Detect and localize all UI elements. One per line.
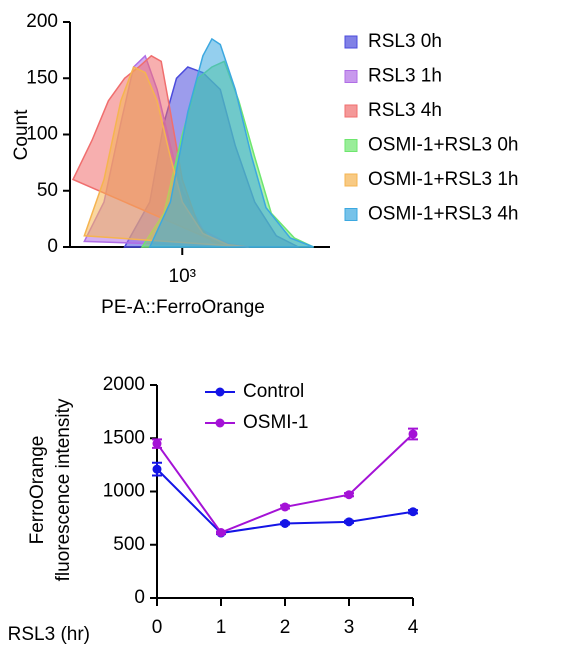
x-tick-label: 2 <box>280 617 291 638</box>
data-point <box>408 429 418 439</box>
legend-label: RSL3 4h <box>368 100 442 121</box>
x-axis-label: PE-A::FerroOrange <box>101 297 265 318</box>
x-tick-label: 1 <box>216 617 227 638</box>
legend-swatch <box>344 70 358 83</box>
y-tick-label: 200 <box>26 11 58 32</box>
x-axis-label: RSL3 (hr) <box>8 624 90 645</box>
legend-marker <box>215 387 225 397</box>
y-tick-label: 0 <box>134 587 145 608</box>
legend-marker <box>215 418 225 428</box>
legend-label: RSL3 1h <box>368 66 442 87</box>
legend-label: OSMI-1+RSL3 1h <box>368 169 519 190</box>
data-point <box>280 518 290 528</box>
x-tick-label: 4 <box>408 617 419 638</box>
y-tick-label: 150 <box>26 67 58 88</box>
y-axis-label: FerroOrange <box>27 436 48 545</box>
histogram-area <box>148 37 314 248</box>
legend-label: OSMI-1+RSL3 4h <box>368 204 519 225</box>
legend-label: OSMI-1+RSL3 0h <box>368 135 519 156</box>
legend-label: RSL3 0h <box>368 31 442 52</box>
x-tick-label: 0 <box>152 617 163 638</box>
legend-label: OSMI-1 <box>243 412 308 433</box>
legend-swatch <box>344 208 358 221</box>
data-point <box>280 502 290 512</box>
data-point <box>344 517 354 527</box>
legend-label: Control <box>243 381 304 402</box>
legend-swatch <box>344 35 358 49</box>
y-tick-label: 50 <box>37 180 58 201</box>
data-point <box>344 490 354 500</box>
legend-swatch <box>344 104 358 118</box>
x-tick-label: 3 <box>344 617 355 638</box>
y-axis-label: fluorescence intensity <box>53 398 74 581</box>
legend-swatch <box>344 173 358 187</box>
x-tick-label: 10³ <box>169 266 196 287</box>
y-axis-label: Count <box>11 109 32 160</box>
y-tick-label: 0 <box>47 236 58 257</box>
y-tick-label: 1500 <box>103 427 145 448</box>
y-tick-label: 1000 <box>103 481 145 502</box>
data-point <box>408 507 418 517</box>
y-tick-label: 500 <box>113 534 145 555</box>
y-tick-label: 100 <box>26 124 58 145</box>
data-point <box>152 464 162 474</box>
data-point <box>152 439 162 449</box>
legend-swatch <box>344 139 358 152</box>
data-point <box>216 528 226 538</box>
y-tick-label: 2000 <box>103 374 145 395</box>
